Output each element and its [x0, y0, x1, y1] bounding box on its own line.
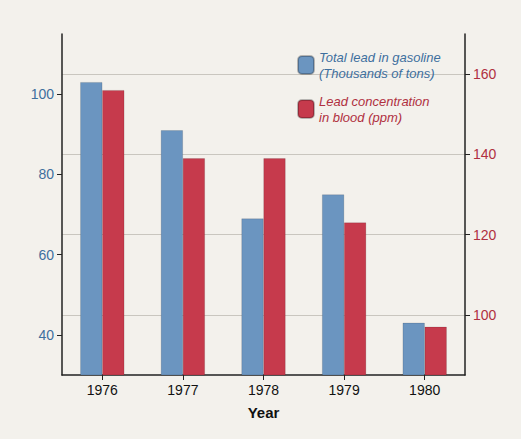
svg-text:60: 60	[38, 247, 54, 263]
svg-text:160: 160	[473, 66, 497, 82]
svg-text:1980: 1980	[409, 382, 440, 398]
svg-text:40: 40	[38, 327, 54, 343]
svg-text:120: 120	[473, 227, 497, 243]
svg-text:100: 100	[31, 86, 55, 102]
svg-text:in blood (ppm): in blood (ppm)	[319, 110, 402, 125]
svg-text:1979: 1979	[329, 382, 360, 398]
svg-text:(Thousands of tons): (Thousands of tons)	[319, 66, 435, 81]
svg-text:1978: 1978	[248, 382, 279, 398]
svg-text:80: 80	[38, 166, 54, 182]
svg-text:1977: 1977	[167, 382, 198, 398]
svg-text:1976: 1976	[87, 382, 118, 398]
svg-text:140: 140	[473, 146, 497, 162]
svg-text:Lead concentration: Lead concentration	[319, 94, 430, 109]
svg-text:Total lead in gasoline: Total lead in gasoline	[319, 50, 441, 65]
svg-text:100: 100	[473, 307, 497, 323]
svg-text:Year: Year	[248, 404, 280, 421]
